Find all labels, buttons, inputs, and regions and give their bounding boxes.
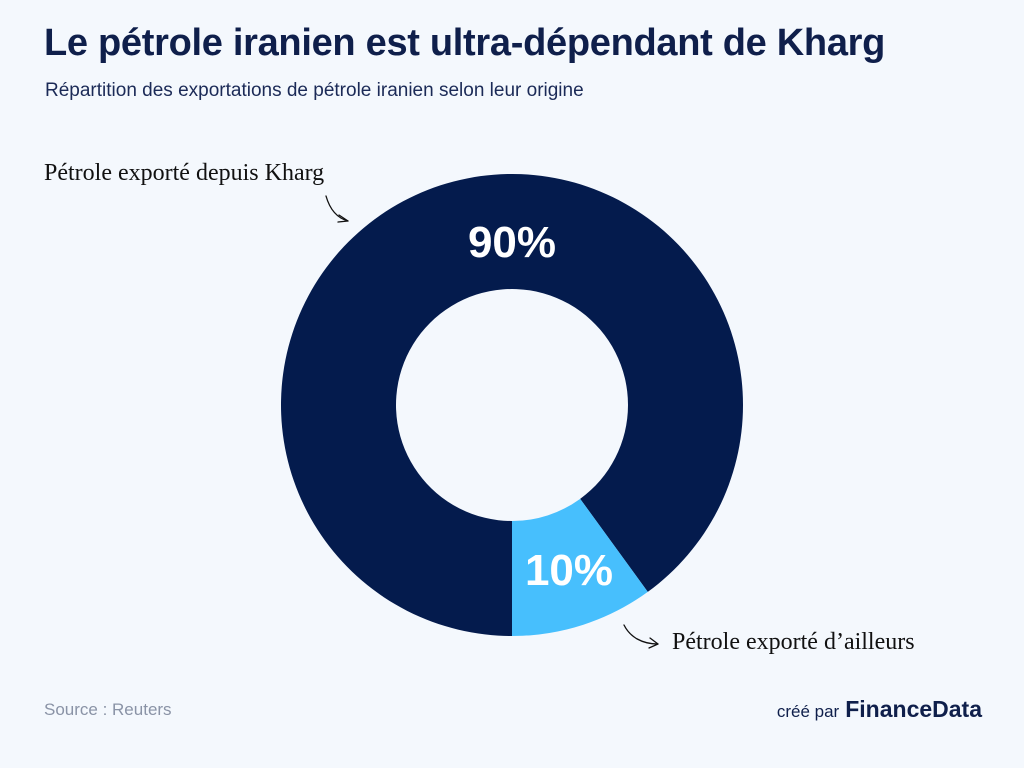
chart-subtitle: Répartition des exportations de pétrole … (45, 80, 584, 101)
annotation-arrow-kharg (325, 195, 349, 222)
legend-label-elsewhere: Pétrole exporté d’ailleurs (672, 629, 915, 655)
chart-title: Le pétrole iranien est ultra-dépendant d… (44, 22, 886, 64)
brand-logo: FinanceData (845, 696, 982, 722)
annotation-arrowhead-elsewhere (648, 637, 659, 649)
pie-slice-elsewhere (512, 498, 648, 636)
slice-value-label-elsewhere: 10% (525, 546, 613, 595)
annotation-arrowhead-kharg (337, 214, 349, 223)
created-by-label: créé par (776, 702, 840, 721)
annotation-arrow-elsewhere (623, 624, 659, 645)
legend-label-kharg: Pétrole exporté depuis Kharg (44, 160, 324, 186)
source-note: Source : Reuters (44, 700, 172, 719)
pie-slice-kharg (281, 174, 744, 637)
credit: créé par FinanceData (777, 696, 982, 723)
slice-value-label-kharg: 90% (468, 218, 556, 267)
